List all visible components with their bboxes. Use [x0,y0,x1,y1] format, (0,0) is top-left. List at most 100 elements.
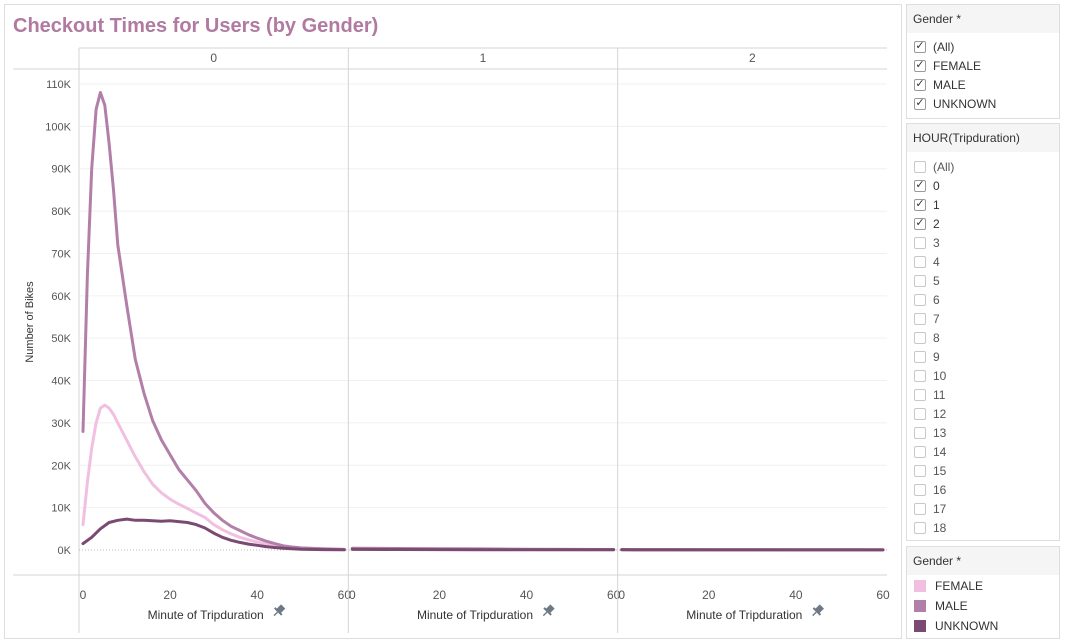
x-tick-label: 40 [251,588,265,602]
hour-option-11[interactable]: 11 [907,385,1059,404]
hour-option-9[interactable]: 9 [907,347,1059,366]
hour-option-4[interactable]: 4 [907,252,1059,271]
legend-swatch [914,620,926,632]
check-icon: ✓ [915,97,925,109]
option-label: 13 [933,425,947,440]
panel-header-label: 2 [749,51,756,65]
checkbox[interactable]: ✓ [914,97,926,110]
hour-option-13[interactable]: 13 [907,423,1059,442]
option-label: 17 [933,501,947,516]
check-icon: ✓ [915,40,925,52]
checkbox[interactable] [914,274,926,287]
option-label: MALE [933,77,966,92]
option-label: 12 [933,406,947,421]
checkbox[interactable]: ✓ [914,78,926,91]
legend-item-male[interactable]: MALE [907,596,1059,616]
x-tick-label: 20 [163,588,177,602]
pin-icon[interactable] [540,603,556,619]
gender-filter-list: ✓ (All) ✓ FEMALE ✓ MALE ✓ UNKNOWN [907,33,1059,113]
gender-option-unknown[interactable]: ✓ UNKNOWN [907,94,1059,113]
legend-swatch [914,580,926,592]
hour-filter-list: (All) ✓ 0 ✓ 1 ✓ 2 3 4 5 6 7 8 9 10 11 12 13 14 15 16 17 18 [907,152,1059,537]
hour-option-15[interactable]: 15 [907,461,1059,480]
hour-option-3[interactable]: 3 [907,233,1059,252]
checkbox[interactable] [914,464,926,477]
hour-option-12[interactable]: 12 [907,404,1059,423]
checkbox[interactable] [914,312,926,325]
hour-option-7[interactable]: 7 [907,309,1059,328]
hour-option-6[interactable]: 6 [907,290,1059,309]
legend-item-female[interactable]: FEMALE [907,576,1059,596]
checkbox[interactable] [914,255,926,268]
checkbox[interactable] [914,331,926,344]
checkbox[interactable] [914,502,926,515]
option-label: 7 [933,311,940,326]
hour-option-5[interactable]: 5 [907,271,1059,290]
x-tick-label: 20 [702,588,716,602]
panel-header-label: 1 [480,51,487,65]
checkbox[interactable] [914,369,926,382]
hour-option-1[interactable]: ✓ 1 [907,195,1059,214]
hour-option-8[interactable]: 8 [907,328,1059,347]
series-line-female [81,403,346,552]
checkbox[interactable] [914,445,926,458]
checkbox[interactable] [914,236,926,249]
chart-container: Checkout Times for Users (by Gender) Num… [4,4,902,639]
legend-item-unknown[interactable]: UNKNOWN [907,616,1059,636]
x-tick-label: 0 [349,588,356,602]
option-label: 3 [933,235,940,250]
gender-legend-panel: Gender * FEMALE MALE UNKNOWN [906,546,1060,639]
y-tick-label: 0K [58,545,72,557]
option-label: 10 [933,368,947,383]
hour-filter-title: HOUR(Tripduration) [907,124,1059,152]
option-label: UNKNOWN [933,96,997,111]
hour-option-16[interactable]: 16 [907,480,1059,499]
x-axis-title: Minute of Tripduration [686,608,802,622]
legend-label: MALE [935,599,968,613]
checkbox[interactable]: ✓ [914,59,926,72]
option-label: 15 [933,463,947,478]
pin-icon[interactable] [270,603,286,619]
gender-option-female[interactable]: ✓ FEMALE [907,56,1059,75]
hour-option-all[interactable]: (All) [907,157,1059,176]
gender-option-all[interactable]: ✓ (All) [907,37,1059,56]
checkbox[interactable]: ✓ [914,198,926,211]
checkbox[interactable]: ✓ [914,40,926,53]
y-tick-label: 50K [51,333,71,345]
x-tick-label: 60 [876,588,890,602]
checkbox[interactable] [914,521,926,534]
gender-option-male[interactable]: ✓ MALE [907,75,1059,94]
legend-label: UNKNOWN [935,619,999,633]
hour-option-18[interactable]: 18 [907,518,1059,537]
option-label: 5 [933,273,940,288]
checkbox[interactable] [914,160,926,173]
hour-option-0[interactable]: ✓ 0 [907,176,1059,195]
option-label: 2 [933,216,940,231]
gender-filter-title: Gender * [907,5,1059,33]
option-label: 11 [933,387,946,402]
check-icon: ✓ [915,217,925,229]
checkbox[interactable] [914,350,926,363]
checkbox[interactable] [914,483,926,496]
line-chart: Number of Bikes 0K 10K 20K 30K 40K 50K 60K 70K 80… [13,47,890,633]
y-tick-label: 30K [51,418,71,430]
hour-option-10[interactable]: 10 [907,366,1059,385]
checkbox[interactable]: ✓ [914,179,926,192]
checkbox[interactable] [914,426,926,439]
y-axis-title: Number of Bikes [24,281,36,363]
y-tick-label: 100K [45,121,71,133]
x-tick-label: 0 [80,588,87,602]
pin-icon[interactable] [809,603,825,619]
y-tick-label: 70K [51,248,71,260]
checkbox[interactable]: ✓ [914,217,926,230]
hour-option-2[interactable]: ✓ 2 [907,214,1059,233]
hour-option-17[interactable]: 17 [907,499,1059,518]
series-line-unknown [81,517,346,552]
x-axis-title: Minute of Tripduration [148,608,264,622]
checkbox[interactable] [914,407,926,420]
option-label: 9 [933,349,940,364]
x-tick-label: 40 [520,588,534,602]
checkbox[interactable] [914,388,926,401]
checkbox[interactable] [914,293,926,306]
hour-option-14[interactable]: 14 [907,442,1059,461]
